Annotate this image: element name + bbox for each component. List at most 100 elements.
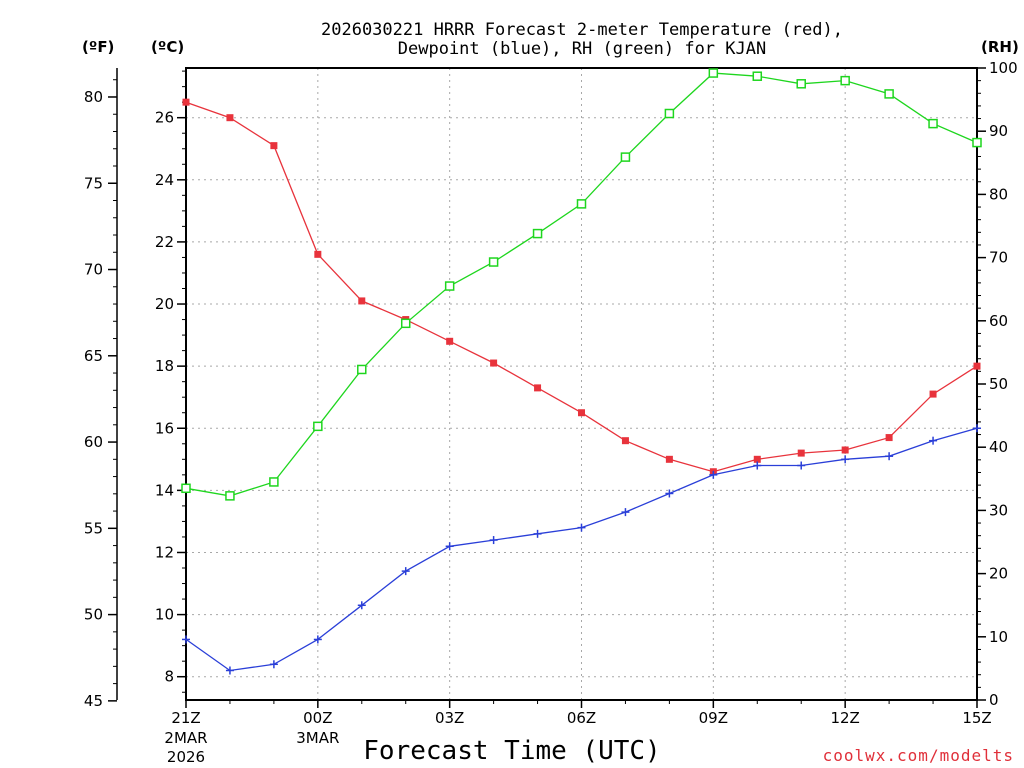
rh-tick-label: 50 — [989, 375, 1008, 393]
dewpoint-point — [313, 635, 322, 644]
temperature-point — [885, 434, 893, 442]
temperature-point — [665, 455, 673, 463]
temperature-point — [973, 362, 981, 370]
x-tick-label: 03Z — [435, 709, 464, 727]
dewpoint-point — [709, 470, 718, 479]
fahrenheit-tick-label: 70 — [84, 261, 103, 279]
dewpoint-point — [621, 508, 630, 517]
celsius-tick-label: 18 — [155, 357, 174, 375]
rh-tick-label: 70 — [989, 249, 1008, 267]
rh-point — [576, 199, 587, 209]
dewpoint-point — [929, 436, 938, 445]
celsius-tick-label: 14 — [155, 481, 174, 499]
dewpoint-point — [797, 461, 806, 470]
dewpoint-point — [445, 542, 454, 551]
rh-point — [664, 108, 675, 119]
temperature-point — [929, 390, 937, 398]
celsius-tick-label: 16 — [155, 419, 174, 437]
plot-frame — [185, 67, 978, 701]
fahrenheit-tick-label: 45 — [84, 692, 103, 710]
x-tick-label: 09Z — [699, 709, 728, 727]
fahrenheit-tick-label: 60 — [84, 433, 103, 451]
dewpoint-point — [533, 529, 542, 538]
dewpoint-point — [973, 424, 981, 433]
dewpoint-point — [489, 536, 498, 545]
rh-tick-label: 20 — [989, 565, 1008, 583]
rh-point — [313, 421, 323, 432]
fahrenheit-tick-label: 80 — [84, 88, 103, 106]
celsius-tick-label: 24 — [155, 171, 174, 189]
dewpoint-point — [841, 455, 850, 464]
rh-point — [752, 71, 763, 81]
rh-point — [444, 281, 455, 291]
temperature-point — [534, 384, 542, 392]
dewpoint-point — [182, 635, 190, 644]
rh-point — [532, 228, 543, 239]
celsius-tick-label: 26 — [155, 109, 174, 127]
x-year-label: 2026 — [167, 748, 205, 766]
temperature-point — [226, 114, 234, 122]
rh-point — [796, 79, 806, 89]
temperature-point — [490, 359, 498, 367]
data-series — [181, 68, 982, 675]
temperature-point — [270, 142, 278, 150]
dewpoint-point — [357, 601, 366, 610]
temperature-point — [797, 449, 805, 457]
x-axis-label: Forecast Time (UTC) — [363, 736, 660, 766]
rh-point — [357, 364, 367, 375]
dewpoint-point — [577, 523, 586, 532]
fahrenheit-tick-label: 50 — [84, 606, 103, 624]
celsius-tick-label: 22 — [155, 233, 174, 251]
temperature-point — [841, 446, 849, 454]
x-tick-label: 06Z — [567, 709, 596, 727]
dewpoint-point — [665, 489, 674, 498]
celsius-tick-label: 12 — [155, 543, 174, 561]
temperature-point — [446, 337, 454, 345]
fahrenheit-tick-label: 75 — [84, 174, 103, 192]
rh-tick-label: 10 — [989, 628, 1008, 646]
rh-point — [972, 137, 982, 148]
gridlines — [186, 68, 977, 700]
rh-tick-label: 30 — [989, 501, 1008, 519]
x-tick-label: 12Z — [830, 709, 859, 727]
rh-point — [400, 318, 411, 329]
rh-unit-label: (RH) — [981, 38, 1019, 56]
rh-point — [488, 257, 499, 267]
rh-tick-label: 60 — [989, 312, 1008, 330]
fahrenheit-tick-label: 65 — [84, 347, 103, 365]
rh-point — [225, 491, 235, 501]
credit-link[interactable]: coolwx.com/modelts — [823, 746, 1014, 765]
rh-point — [884, 89, 894, 99]
rh-tick-label: 100 — [989, 59, 1018, 77]
rh-point — [708, 68, 719, 78]
x-date-label: 3MAR — [296, 729, 339, 747]
rh-tick-label: 80 — [989, 185, 1008, 203]
rh-tick-label: 90 — [989, 122, 1008, 140]
rh-point — [840, 75, 850, 86]
dewpoint-point — [401, 567, 410, 576]
x-tick-label: 00Z — [303, 709, 332, 727]
dewpoint-point — [753, 461, 762, 470]
dewpoint-point — [885, 452, 894, 461]
chart-title-line1: 2026030221 HRRR Forecast 2-meter Tempera… — [321, 20, 843, 40]
rh-tick-label: 40 — [989, 438, 1008, 456]
celsius-tick-label: 8 — [164, 668, 174, 686]
x-tick-label: 21Z — [171, 709, 200, 727]
fahrenheit-unit-label: (ºF) — [82, 38, 114, 56]
dewpoint-point — [269, 660, 278, 669]
rh-tick-label: 0 — [989, 691, 999, 709]
chart-title-line2: Dewpoint (blue), RH (green) for KJAN — [398, 39, 766, 59]
temperature-point — [753, 455, 761, 463]
temperature-point — [358, 297, 366, 305]
fahrenheit-tick-label: 55 — [84, 519, 103, 537]
rh-point — [181, 483, 191, 494]
temperature-point — [182, 98, 190, 106]
x-date-label: 2MAR — [164, 729, 207, 747]
axes: 45 50 55 60 65 70 75 80 8 10 12 14 16 18 20 22 24 26 0 10 20… — [84, 59, 1018, 766]
celsius-unit-label: (ºC) — [151, 38, 184, 56]
rh-point — [269, 477, 279, 487]
celsius-tick-label: 20 — [155, 295, 174, 313]
rh-point — [928, 118, 938, 129]
dewpoint-point — [225, 666, 234, 675]
